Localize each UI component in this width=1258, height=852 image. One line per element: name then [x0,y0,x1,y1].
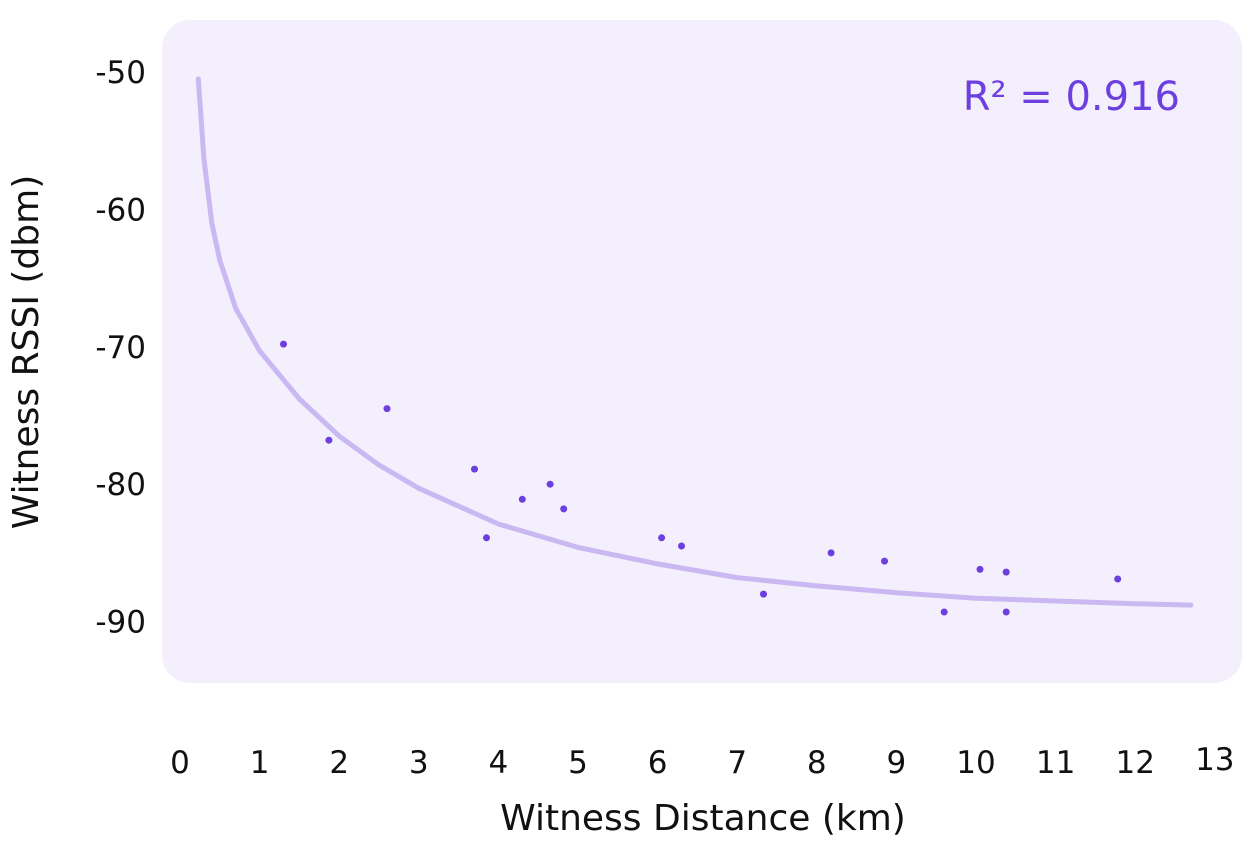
x-tick-label: 7 [727,745,747,781]
x-tick-label: 10 [956,745,995,781]
data-point [546,480,554,488]
data-point [1002,608,1010,616]
y-tick-label: -70 [95,330,146,366]
data-point [827,549,835,557]
data-point [1002,568,1010,576]
y-axis-ticks: -50 -60 -70 -80 -90 [95,55,146,641]
x-axis-title: Witness Distance (km) [500,798,906,839]
x-tick-label: 5 [568,745,588,781]
data-point [760,590,767,598]
data-point [560,505,568,513]
y-axis-title: Witness RSSI (dbm) [6,175,47,529]
data-point [976,565,984,573]
x-tick-label: 8 [807,745,827,781]
trendline [195,76,1194,608]
data-point [383,405,391,413]
data-point [1114,575,1122,583]
x-tick-label: 11 [1036,745,1075,781]
r-squared-annotation: R² = 0.916 [963,74,1180,120]
data-point [658,534,666,542]
y-tick-label: -80 [95,467,146,503]
y-tick-label: -60 [95,192,146,228]
y-tick-label: -50 [95,55,146,91]
x-tick-label: 2 [329,745,349,781]
x-tick-label: 3 [409,745,429,781]
data-point [471,465,478,473]
x-tick-label: 6 [648,745,668,781]
data-point [280,340,287,348]
plot-panel [162,20,1242,683]
y-tick-label: -90 [95,605,146,641]
trendline-layer [195,76,1194,608]
data-point [483,534,490,542]
x-tick-label: 13 [1195,742,1234,778]
data-point [678,542,685,550]
x-tick-label: 9 [887,745,907,781]
points-layer [280,340,1122,616]
x-tick-label: 0 [170,745,190,781]
x-tick-label: 12 [1115,745,1154,781]
x-tick-label: 4 [489,745,509,781]
data-point [325,436,333,444]
data-point [518,495,526,503]
data-point [881,557,888,565]
x-axis-ticks: 0 1 2 3 4 5 6 7 8 9 10 11 12 13 [170,742,1234,781]
data-point [940,608,948,616]
x-tick-label: 1 [250,745,270,781]
